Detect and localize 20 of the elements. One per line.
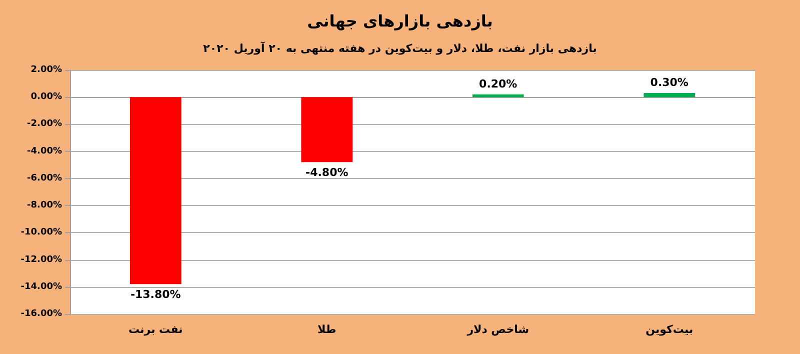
y-tick-label: 0.00%: [30, 92, 62, 102]
y-tick-label: -10.00%: [20, 228, 62, 238]
data-label: -13.80%: [130, 288, 181, 302]
x-tick-label: شاخص دلار: [466, 323, 530, 336]
data-label: 0.20%: [479, 77, 518, 90]
x-tick-label: نفت برنت: [128, 323, 183, 336]
y-tick-label: -2.00%: [27, 119, 62, 130]
x-tick-label: بیت‌کوین: [646, 323, 694, 336]
y-tick-label: -14.00%: [20, 282, 62, 292]
y-tick-label: 2.00%: [30, 65, 62, 75]
chart-title: بازدهی بازارهای جهانی: [307, 12, 493, 30]
data-label: 0.30%: [650, 76, 688, 90]
data-label: -4.80%: [306, 166, 348, 180]
x-tick-label: طلا: [318, 323, 336, 336]
chart-subtitle: بازدهی بازار نفت، طلا، دلار و بیت‌کوین در هفته منتهی به ۲۰ آوریل ۲۰۲۰: [203, 41, 597, 55]
y-tick-label: -6.00%: [27, 173, 62, 184]
y-tick-label: -8.00%: [27, 200, 62, 211]
y-tick-label: -4.00%: [27, 146, 62, 156]
y-tick-label: -16.00%: [20, 309, 62, 319]
y-tick-label: -12.00%: [20, 254, 62, 265]
